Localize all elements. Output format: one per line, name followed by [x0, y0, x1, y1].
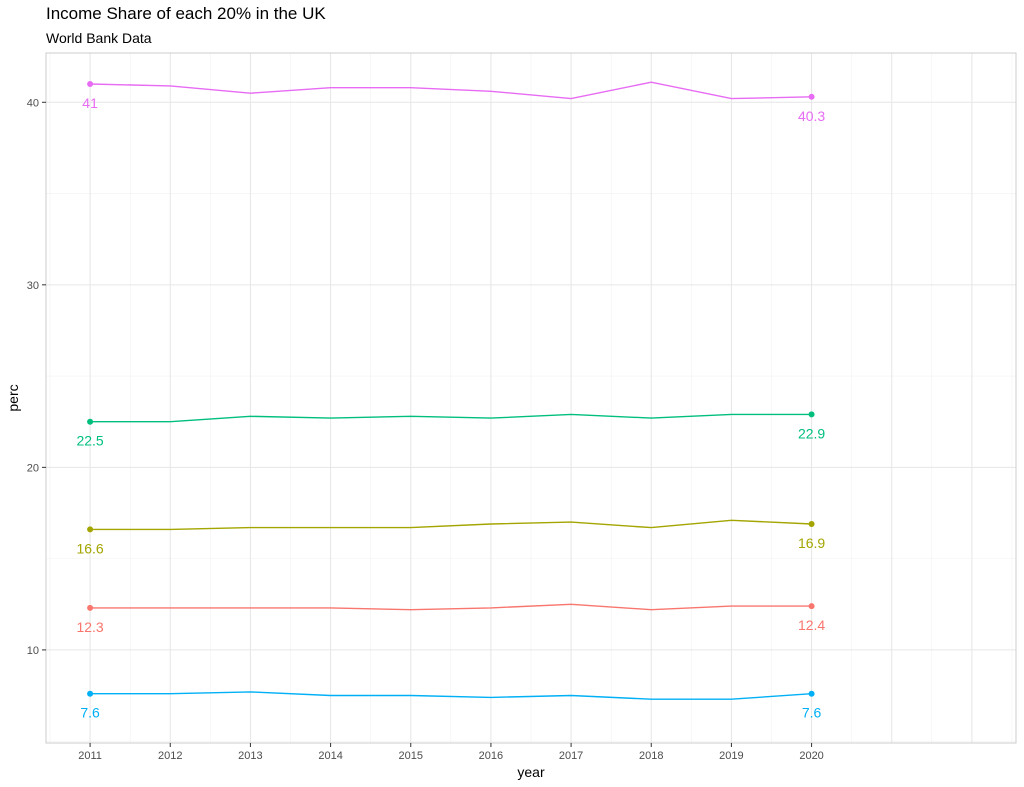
x-tick-label: 2020 — [799, 750, 823, 762]
x-tick-label: 2011 — [78, 750, 102, 762]
x-axis-title: year — [517, 764, 545, 780]
label-layer: 12.3 12.4 16.6 16.9 22.5 22.9 7.6 7.6 41 40.3 — [76, 95, 825, 721]
y-tick-label: 20 — [27, 462, 39, 474]
series-layer — [87, 81, 815, 700]
y-tick-label: 40 — [27, 97, 39, 109]
series-line — [90, 519, 812, 531]
end-point — [808, 93, 815, 100]
axis-layer: 2011 2012 2013 2014 2015 2016 2017 2018 2019 2020… — [27, 97, 824, 762]
start-value-label: 12.3 — [76, 619, 103, 635]
y-tick-label: 30 — [27, 280, 39, 292]
x-tick-label: 2012 — [158, 750, 182, 762]
start-point — [87, 526, 94, 533]
x-tick-label: 2014 — [318, 750, 342, 762]
series-line — [90, 413, 812, 423]
series-line — [90, 691, 812, 700]
start-value-label: 41 — [82, 95, 98, 111]
chart-title: Income Share of each 20% in the UK — [46, 4, 326, 23]
start-point — [87, 604, 94, 611]
end-value-label: 7.6 — [802, 705, 822, 721]
end-value-label: 22.9 — [798, 425, 825, 441]
end-point — [808, 520, 815, 527]
series-line — [90, 603, 812, 611]
x-tick-label: 2017 — [559, 750, 583, 762]
x-tick-label: 2016 — [479, 750, 503, 762]
start-point — [87, 81, 94, 88]
y-tick-label: 10 — [27, 645, 39, 657]
start-point — [87, 418, 94, 425]
end-value-label: 40.3 — [798, 108, 825, 124]
end-value-label: 16.9 — [798, 535, 825, 551]
end-point — [808, 603, 815, 610]
chart-subtitle: World Bank Data — [46, 30, 152, 46]
end-value-label: 12.4 — [798, 617, 825, 633]
x-tick-label: 2019 — [719, 750, 743, 762]
end-point — [808, 690, 815, 697]
grid-layer — [46, 53, 1016, 743]
x-tick-label: 2013 — [238, 750, 262, 762]
start-point — [87, 690, 94, 697]
y-axis-title: perc — [5, 384, 21, 411]
series-line — [90, 81, 812, 100]
panel-border — [45, 52, 1017, 744]
x-tick-label: 2018 — [639, 750, 663, 762]
x-tick-label: 2015 — [399, 750, 423, 762]
start-value-label: 7.6 — [80, 705, 100, 721]
end-point — [808, 411, 815, 418]
start-value-label: 16.6 — [76, 540, 103, 556]
start-value-label: 22.5 — [76, 433, 103, 449]
